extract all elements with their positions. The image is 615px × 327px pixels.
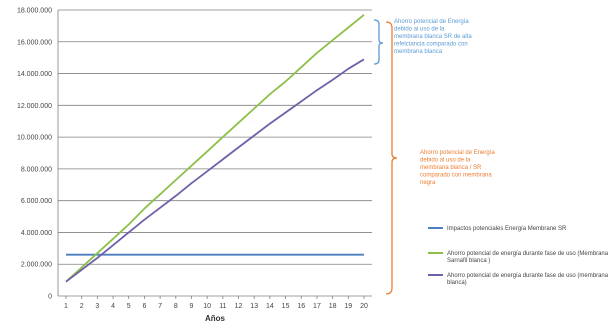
legend: Impactos potenciales Energía Membrane SR… bbox=[428, 226, 609, 286]
x-tick-label: 20 bbox=[360, 303, 368, 310]
annotation-white-vs-black: Ahorro potencial de Energía debido al uso… bbox=[420, 150, 495, 186]
x-tick-label: 2 bbox=[80, 303, 84, 310]
y-tick-label: 2.000.000 bbox=[21, 262, 52, 269]
x-tick-label: 19 bbox=[344, 303, 352, 310]
x-tick-label: 3 bbox=[95, 303, 99, 310]
gridlines bbox=[58, 9, 372, 265]
series-line-3 bbox=[65, 58, 365, 283]
annotation-white-sr-vs-white: Ahorro potencial de Energía debido al uso… bbox=[394, 19, 472, 55]
legend-label: Ahorro potencial de energía durante fase… bbox=[447, 273, 609, 286]
blue-bracket bbox=[373, 19, 384, 65]
y-tick-label: 14.000.000 bbox=[17, 71, 52, 78]
legend-label: Ahorro potencial de energía durante fase… bbox=[447, 251, 609, 264]
y-tick-label: 12.000.000 bbox=[17, 103, 52, 110]
y-tick-label: 10.000.000 bbox=[17, 135, 52, 142]
y-tick-label: 0 bbox=[48, 294, 52, 301]
x-tick-label: 1 bbox=[64, 303, 68, 310]
x-tick-label: 10 bbox=[203, 303, 211, 310]
x-tick-label: 6 bbox=[142, 303, 146, 310]
y-tick-label: 18.000.000 bbox=[17, 8, 52, 15]
x-tick-label: 13 bbox=[250, 303, 258, 310]
x-tick-label: 14 bbox=[266, 303, 274, 310]
axes bbox=[57, 10, 372, 297]
series-line-2 bbox=[65, 14, 365, 283]
y-axis-ticks: 0 2.000.000 4.000.000 6.000.000 8.000.000 10.… bbox=[17, 8, 52, 301]
orange-bracket bbox=[385, 21, 398, 295]
x-tick-label: 7 bbox=[158, 303, 162, 310]
y-tick-label: 16.000.000 bbox=[17, 39, 52, 46]
x-tick-label: 17 bbox=[313, 303, 321, 310]
x-tick-label: 15 bbox=[282, 303, 290, 310]
x-axis-label: Años bbox=[205, 314, 226, 323]
y-tick-label: 4.000.000 bbox=[21, 230, 52, 237]
y-tick-label: 8.000.000 bbox=[21, 166, 52, 173]
x-tick-label: 12 bbox=[235, 303, 243, 310]
x-tick-label: 5 bbox=[127, 303, 131, 310]
x-tick-label: 9 bbox=[190, 303, 194, 310]
legend-label: Impactos potenciales Energía Membrane SR bbox=[447, 226, 567, 232]
x-tick-label: 16 bbox=[297, 303, 305, 310]
x-tick-label: 8 bbox=[174, 303, 178, 310]
x-axis-ticks: 1 2 3 4 5 6 7 8 9 10 11 12 13 14 15 16 17 18 19 20 bbox=[64, 296, 368, 310]
annotations: Ahorro potencial de Energía debido al uso… bbox=[373, 19, 495, 295]
series-lines bbox=[65, 14, 365, 283]
y-tick-label: 6.000.000 bbox=[21, 198, 52, 205]
x-tick-label: 4 bbox=[111, 303, 115, 310]
x-tick-label: 18 bbox=[329, 303, 337, 310]
x-tick-label: 11 bbox=[219, 303, 226, 310]
